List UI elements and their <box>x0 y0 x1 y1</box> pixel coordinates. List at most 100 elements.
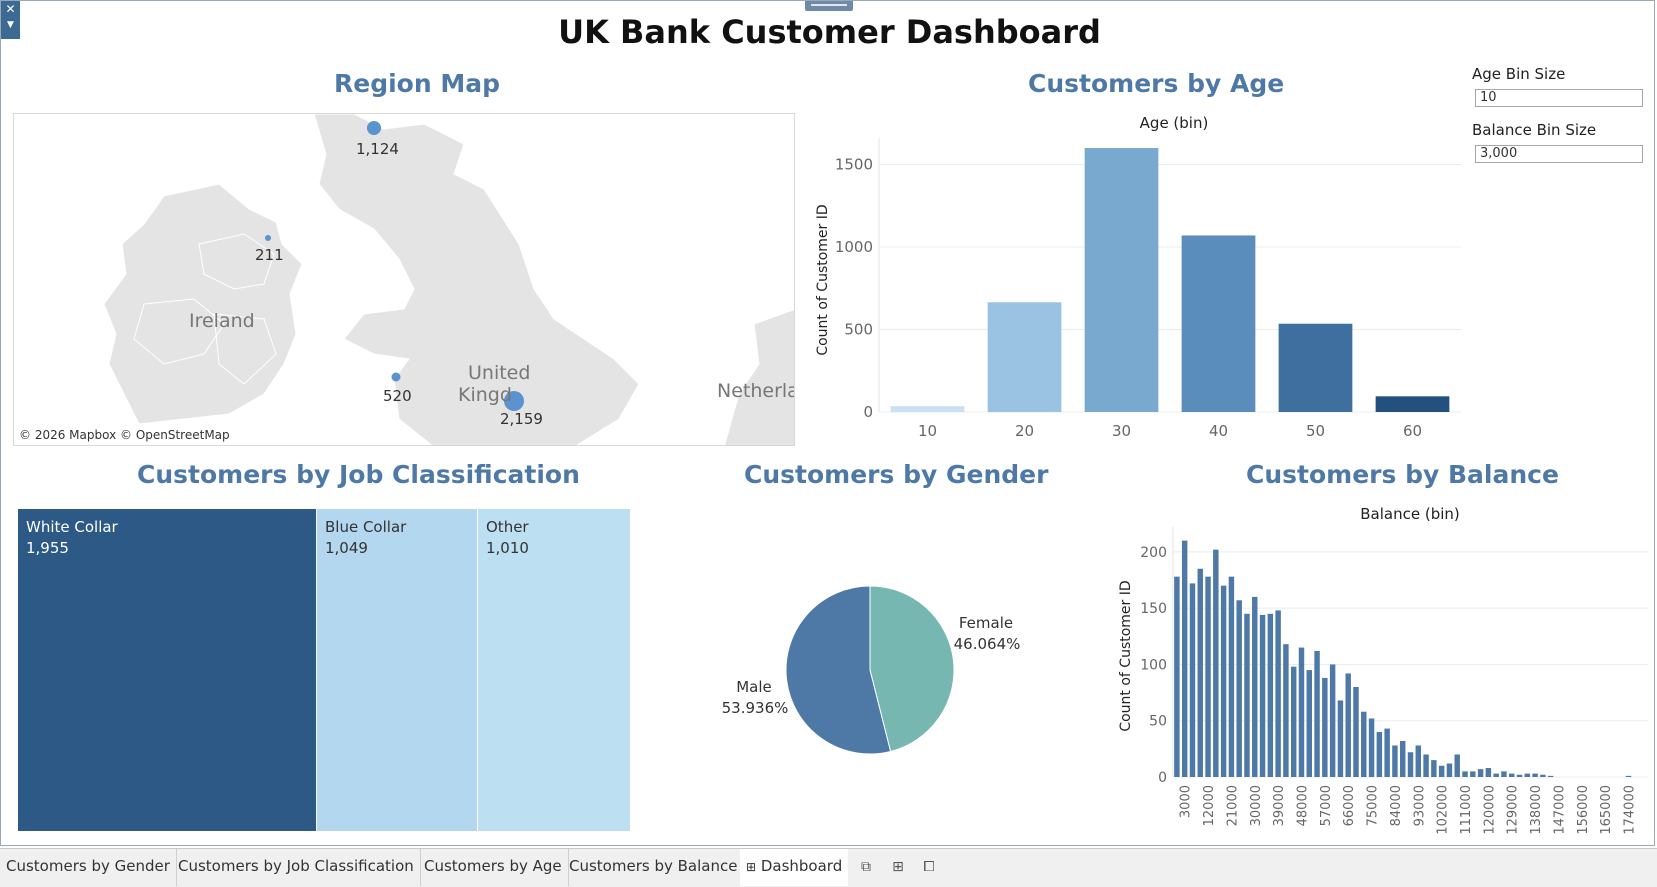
chevron-down-icon[interactable]: ▼ <box>7 20 14 30</box>
balance-chart-title: Customers by Balance <box>1246 460 1559 489</box>
balance-bar <box>1540 774 1546 777</box>
balance-bar <box>1298 647 1305 777</box>
balance-chart: 0 50 100 150 200 Balance (bin) Count of Custom… <box>1118 505 1648 835</box>
balance-bar <box>1399 740 1406 777</box>
balance-bar <box>1283 644 1289 777</box>
treemap-cell-label: Other <box>486 518 529 536</box>
balance-bar <box>1353 686 1359 777</box>
balance-x-tick-label: 21000 <box>1225 785 1240 826</box>
balance-x-tick-label: 111000 <box>1459 785 1474 835</box>
map-point-england[interactable] <box>504 391 524 411</box>
drag-handle[interactable] <box>805 1 853 11</box>
age-y-tick-label: 1500 <box>835 156 873 174</box>
tab-dashboard[interactable]: ⊞ Dashboard <box>740 849 849 886</box>
balance-bar <box>1220 585 1227 777</box>
balance-x-tick-label: 3000 <box>1179 785 1194 818</box>
age-y-tick-label: 1000 <box>835 238 873 256</box>
treemap-cell-white-collar[interactable]: White Collar 1,955 <box>18 509 316 831</box>
map-label-northern-ireland: 211 <box>255 246 284 264</box>
balance-bin-size-label: Balance Bin Size <box>1472 121 1597 139</box>
tab-customers-by-age[interactable]: Customers by Age <box>418 849 569 886</box>
balance-bar <box>1189 583 1196 777</box>
tab-customers-by-job-classification[interactable]: Customers by Job Classification <box>172 849 421 886</box>
map-place-netherlands: Netherla <box>717 380 795 402</box>
balance-bar <box>1236 600 1242 777</box>
balance-x-tick-label: 66000 <box>1342 785 1357 826</box>
tab-customers-by-balance[interactable]: Customers by Balance <box>563 849 745 886</box>
balance-bar <box>1547 775 1554 777</box>
map-place-ireland: Ireland <box>189 310 255 332</box>
map-label-scotland: 1,124 <box>356 140 399 158</box>
balance-x-tick-label: 57000 <box>1319 785 1334 826</box>
balance-x-tick-label: 39000 <box>1272 785 1287 826</box>
map-point-northern-ireland[interactable] <box>265 235 271 241</box>
balance-bar <box>1470 771 1476 777</box>
close-icon[interactable]: ✕ <box>5 2 16 16</box>
map-point-scotland[interactable] <box>367 121 381 135</box>
pie-label-female-name: Female <box>959 614 1013 632</box>
age-y-tick-label: 500 <box>844 321 873 339</box>
balance-bar <box>1259 614 1266 777</box>
balance-y-tick-label: 200 <box>1140 545 1167 561</box>
balance-x-tick-label: 75000 <box>1366 785 1381 826</box>
region-map[interactable]: Ireland United Kingd Netherla 1,124 211 … <box>13 113 795 446</box>
balance-bar <box>1516 774 1523 777</box>
gender-pie-chart: Female 46.064% Male 53.936% <box>722 585 1020 755</box>
age-y-axis-title: Count of Customer ID <box>815 204 831 355</box>
balance-bar <box>1446 763 1453 777</box>
age-x-tick-label: 60 <box>1403 422 1422 440</box>
balance-x-tick-label: 102000 <box>1436 785 1451 835</box>
balance-bar <box>1493 773 1499 777</box>
age-bar <box>1375 396 1450 412</box>
map-point-wales[interactable] <box>391 372 401 382</box>
treemap-cell-blue-collar[interactable]: Blue Collar 1,049 <box>317 509 477 831</box>
new-dashboard-icon[interactable]: ⊞ <box>892 859 904 875</box>
treemap-cell-other[interactable]: Other 1,010 <box>478 509 630 831</box>
balance-x-tick-label: 156000 <box>1576 785 1591 835</box>
balance-x-tick-label: 120000 <box>1482 785 1497 835</box>
balance-y-tick-label: 0 <box>1158 770 1167 786</box>
balance-bar <box>1454 754 1460 777</box>
pie-label-male-name: Male <box>736 678 772 696</box>
balance-bar <box>1376 731 1383 777</box>
age-x-tick-label: 20 <box>1015 422 1034 440</box>
map-background <box>103 114 794 445</box>
age-x-axis-title: Age (bin) <box>1140 114 1209 132</box>
treemap-cell-value: 1,049 <box>325 539 368 557</box>
tab-customers-by-gender[interactable]: Customers by Gender <box>0 849 177 886</box>
new-story-icon[interactable]: ⧠ <box>923 859 935 875</box>
sheet-tab-bar: Customers by Gender Customers by Job Cla… <box>0 848 1657 887</box>
balance-bar <box>1197 568 1203 777</box>
dashboard-corner-control[interactable]: ✕ ▼ <box>1 1 20 39</box>
age-bar <box>890 406 965 412</box>
balance-bin-size-input[interactable] <box>1475 145 1643 163</box>
balance-bar <box>1174 576 1180 777</box>
new-worksheet-icon[interactable]: ⧉ <box>861 859 871 875</box>
balance-y-tick-label: 150 <box>1140 601 1167 617</box>
pie-label-male-pct: 53.936% <box>722 699 789 717</box>
balance-bar <box>1392 745 1398 777</box>
map-place-kingdom: Kingd <box>458 384 512 406</box>
balance-x-tick-label: 30000 <box>1249 785 1264 826</box>
balance-x-tick-label: 84000 <box>1389 785 1404 826</box>
balance-x-tick-label: 48000 <box>1295 785 1310 826</box>
age-bin-size-input[interactable] <box>1475 89 1643 107</box>
age-y-tick-label: 0 <box>863 403 873 421</box>
region-map-title: Region Map <box>334 69 500 98</box>
balance-bar <box>1244 613 1250 777</box>
balance-bar <box>1438 765 1445 777</box>
balance-x-tick-label: 129000 <box>1506 785 1521 835</box>
pie-slice-female <box>869 585 955 753</box>
dashboard-frame: ✕ ▼ UK Bank Customer Dashboard Region Ma… <box>0 0 1655 846</box>
balance-bar <box>1228 576 1235 777</box>
balance-bar <box>1306 670 1312 777</box>
balance-bar <box>1431 760 1437 777</box>
balance-bar <box>1524 773 1531 777</box>
balance-bar <box>1314 650 1320 777</box>
balance-bar <box>1462 771 1468 777</box>
map-label-england: 2,159 <box>500 410 543 428</box>
balance-bar <box>1290 666 1297 777</box>
treemap-cell-value: 1,010 <box>486 539 529 557</box>
job-chart-title: Customers by Job Classification <box>137 460 580 489</box>
balance-x-tick-label: 93000 <box>1412 785 1427 826</box>
